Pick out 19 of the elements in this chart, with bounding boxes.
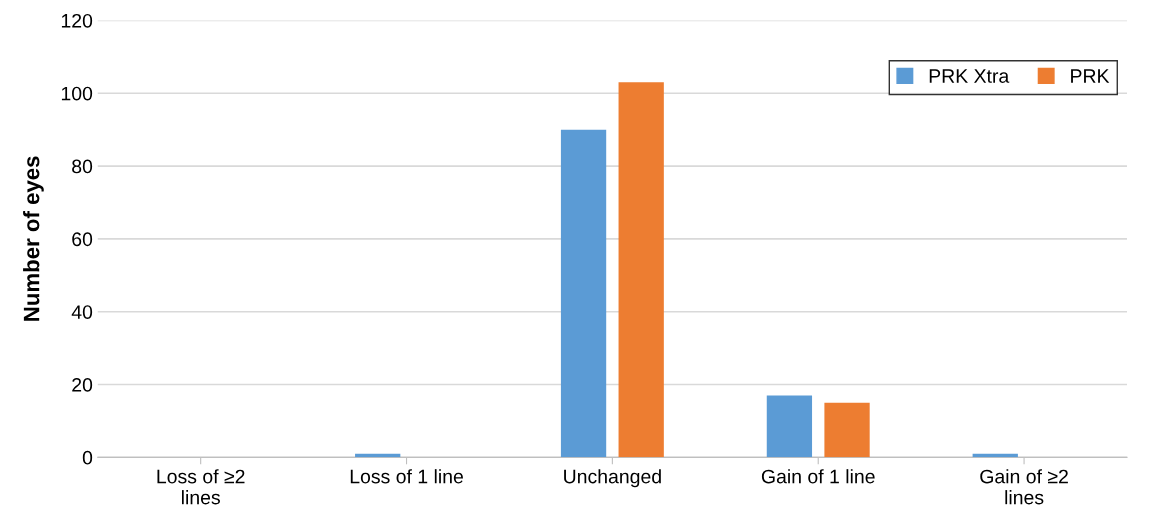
y-tick-label: 40 [71, 305, 93, 319]
y-tick-label: 100 [61, 86, 93, 101]
y-axis-title: Number of eyes [23, 156, 44, 321]
y-tick-label: 120 [61, 13, 93, 28]
y-tick-label: 60 [72, 232, 93, 247]
x-tick-label: Gain of ≥2 lines [980, 469, 1068, 505]
y-tick-label: 0 [82, 450, 93, 465]
legend-label: PRK Xtra [929, 69, 1010, 83]
y-tick-label: 20 [72, 378, 93, 392]
legend-label: PRK [1071, 69, 1110, 83]
bar [560, 129, 607, 458]
x-tick-label: Gain of 1 line [761, 469, 875, 484]
x-tick-label: Unchanged [564, 469, 661, 488]
bar [824, 402, 870, 458]
x-tick-label: Loss of ≥2 lines [157, 469, 245, 505]
x-tick-label: Loss of 1 line [350, 469, 463, 484]
bar [618, 82, 664, 458]
bar [766, 395, 813, 458]
y-tick-label: 80 [72, 159, 93, 174]
